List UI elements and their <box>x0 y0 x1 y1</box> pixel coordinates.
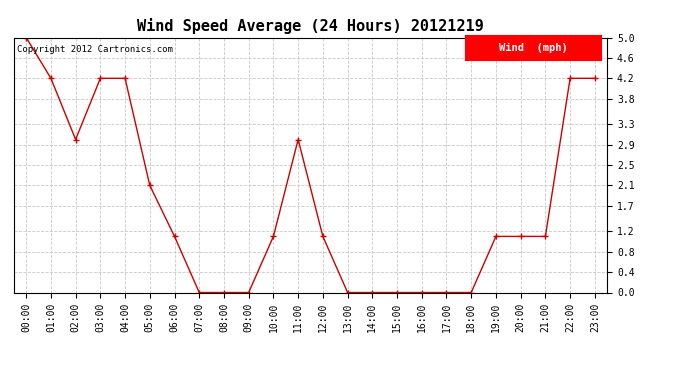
Text: Copyright 2012 Cartronics.com: Copyright 2012 Cartronics.com <box>17 45 172 54</box>
Title: Wind Speed Average (24 Hours) 20121219: Wind Speed Average (24 Hours) 20121219 <box>137 18 484 33</box>
